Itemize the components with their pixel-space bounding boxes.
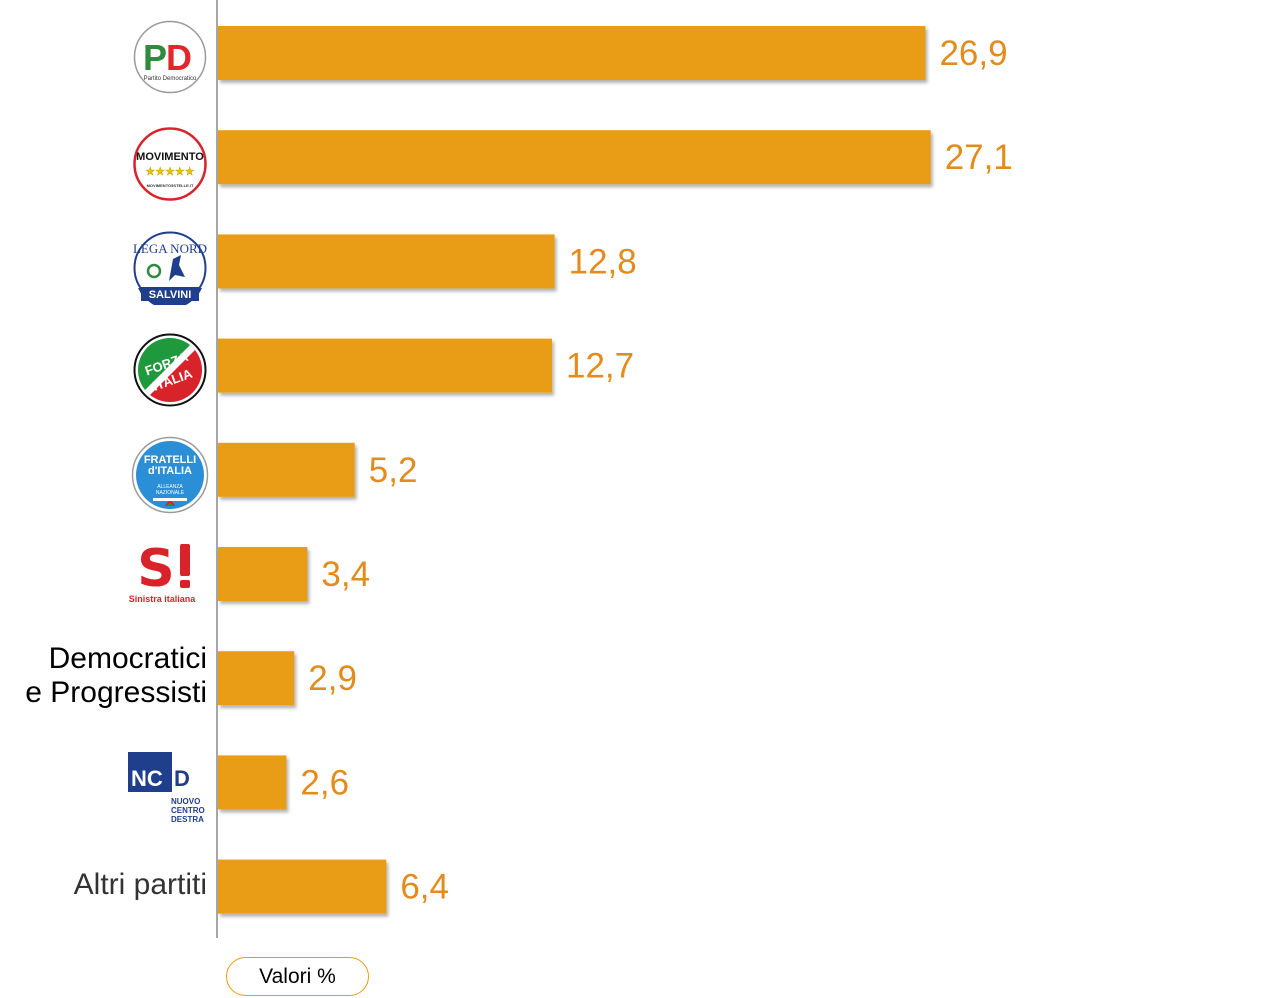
svg-text:DESTRA: DESTRA	[171, 815, 204, 824]
category-label-line: Democratici	[48, 642, 207, 675]
value-label-2: 27,1	[945, 138, 1013, 177]
ncd-logo-icon: NC D NUOVO CENTRO DESTRA	[128, 752, 205, 824]
bar-9	[218, 859, 387, 914]
svg-text:FRATELLI: FRATELLI	[144, 454, 196, 466]
m5s-logo-icon: MOVIMENTO ★★★★★ MOVIMENTO5STELLE.IT	[133, 127, 207, 201]
value-label-8: 2,6	[300, 763, 349, 802]
value-label-7: 2,9	[308, 659, 357, 698]
category-label-altri: Altri partiti	[73, 868, 207, 901]
value-label-1: 26,9	[939, 34, 1007, 73]
svg-text:NUOVO: NUOVO	[171, 797, 200, 806]
bar-2	[218, 130, 931, 185]
svg-text:NAZIONALE: NAZIONALE	[156, 490, 185, 496]
category-label-line: e Progressisti	[25, 676, 207, 709]
bar-3	[218, 234, 555, 289]
svg-text:CENTRO: CENTRO	[171, 806, 205, 815]
svg-text:MOVIMENTO5STELLE.IT: MOVIMENTO5STELLE.IT	[147, 183, 194, 188]
bar-4	[218, 338, 553, 393]
forza-italia-logo-icon: FORZA ITALIA	[133, 333, 207, 407]
pd-logo-icon: P D Partito Democratico	[133, 20, 207, 94]
svg-text:Partito Democratico: Partito Democratico	[144, 76, 197, 82]
lega-nord-logo-icon: LEGA NORD SALVINI	[133, 231, 207, 305]
svg-text:d'ITALIA: d'ITALIA	[148, 465, 192, 477]
svg-text:MOVIMENTO: MOVIMENTO	[136, 151, 204, 163]
svg-text:Sinistra italiana: Sinistra italiana	[129, 594, 197, 604]
sinistra-italiana-logo-icon: S Sinistra italiana	[129, 540, 197, 604]
bar-7	[218, 651, 295, 706]
bar-8	[218, 755, 287, 810]
svg-text:★★★★★: ★★★★★	[145, 165, 194, 178]
bar-6	[218, 547, 308, 601]
value-label-3: 12,8	[569, 242, 637, 281]
value-label-6: 3,4	[321, 555, 370, 594]
svg-text:D: D	[166, 37, 192, 78]
value-label-5: 5,2	[369, 451, 418, 490]
category-label-democratici: Democratici e Progressisti	[25, 642, 207, 710]
fratelli-italia-logo-icon: FRATELLI d'ITALIA ALLEANZA NAZIONALE	[131, 436, 209, 514]
svg-text:P: P	[143, 37, 167, 78]
bar-1	[218, 26, 926, 80]
svg-text:S: S	[137, 540, 174, 599]
unit-label-pill: Valori %	[226, 957, 369, 996]
svg-text:LEGA NORD: LEGA NORD	[133, 241, 207, 256]
value-label-9: 6,4	[400, 868, 449, 907]
value-label-4: 12,7	[566, 347, 634, 386]
svg-text:ALLEANZA: ALLEANZA	[157, 484, 183, 490]
value-labels-group: 26,9 27,1 12,8 12,7 5,2 3,4 2,9 2,6 6,4	[300, 34, 1012, 907]
svg-text:SALVINI: SALVINI	[149, 289, 192, 301]
bars-group	[218, 26, 931, 914]
bar-5	[218, 442, 355, 497]
svg-text:D: D	[174, 766, 190, 791]
svg-text:NC: NC	[131, 766, 163, 791]
